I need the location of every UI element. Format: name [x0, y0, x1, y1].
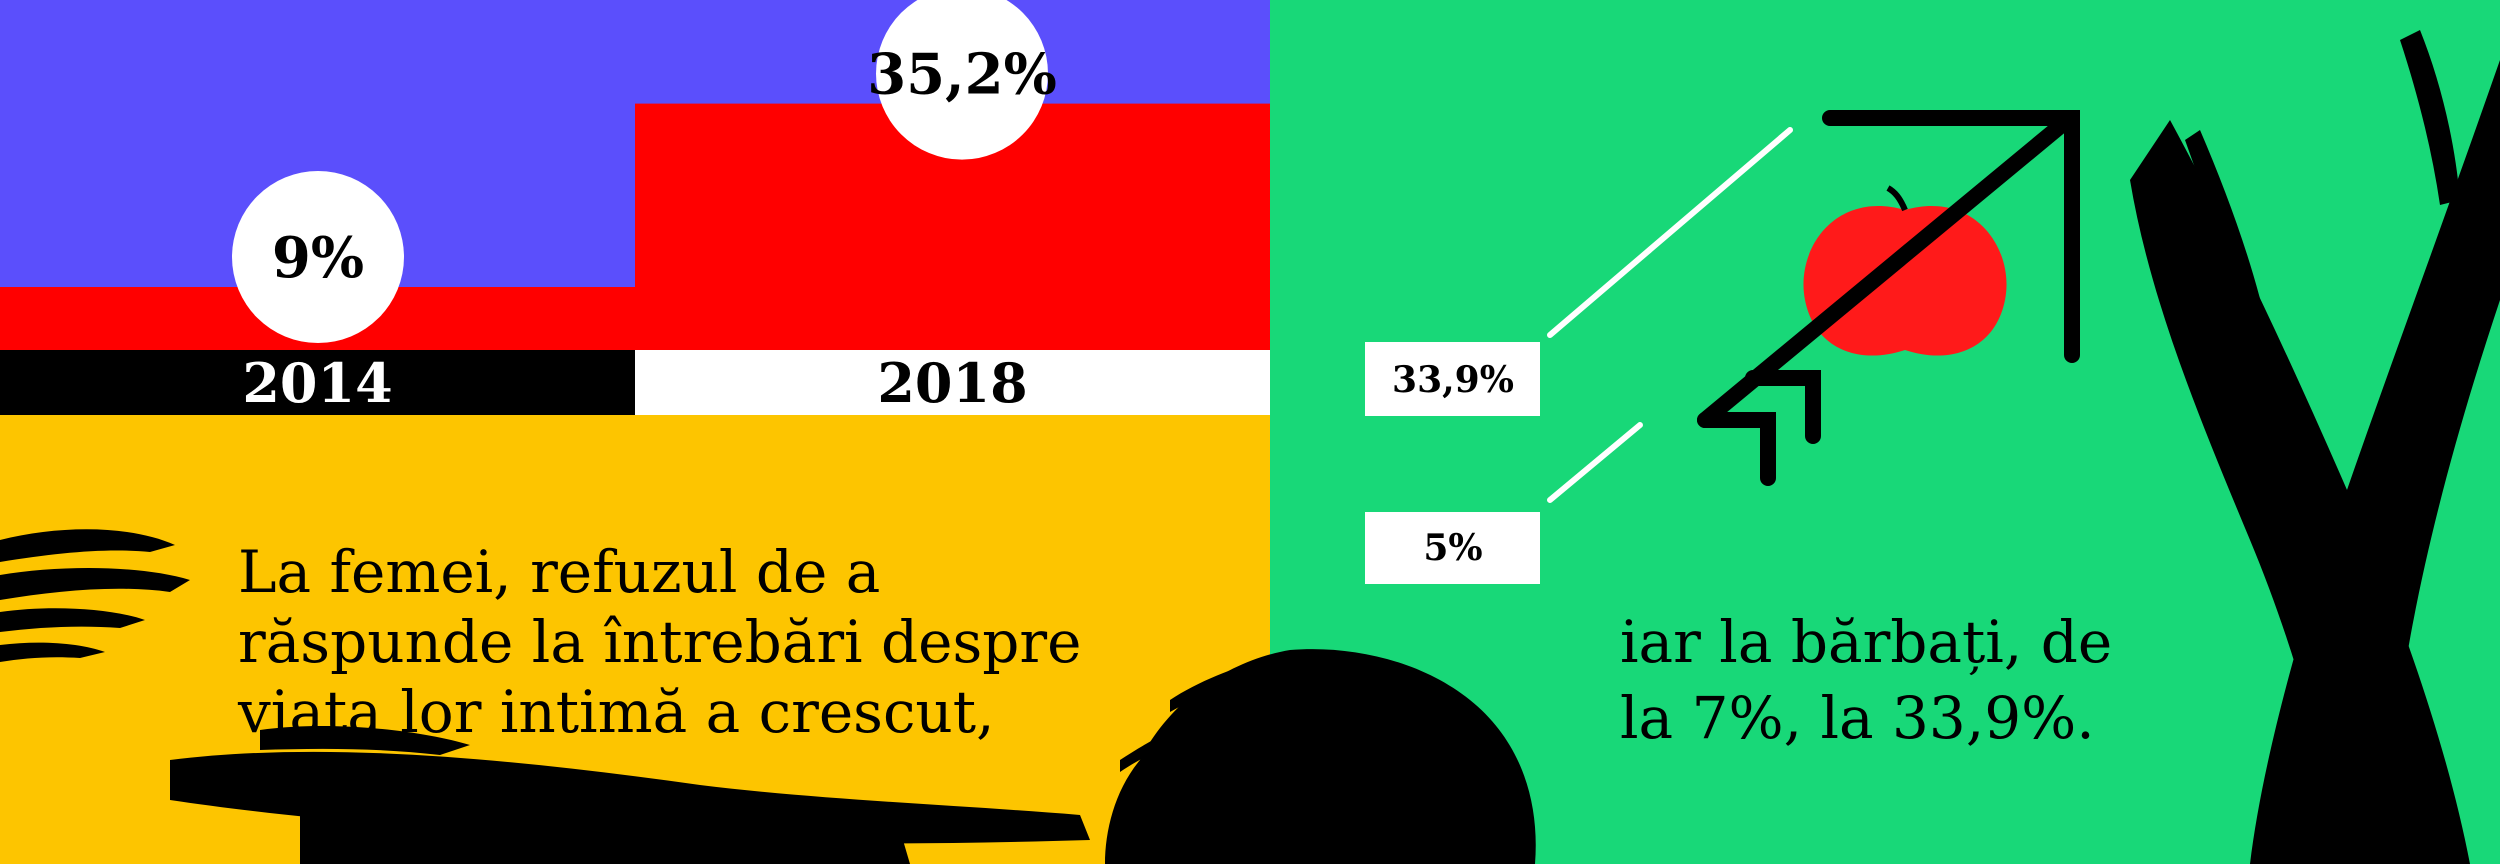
women-caption-line-2: răspunde la întrebări despre	[238, 608, 1081, 676]
men-value-high: 33,9%	[1365, 342, 1540, 416]
leader-line-low	[1547, 422, 1643, 503]
category-label-2018: 2018	[877, 351, 1027, 415]
leader-line-high	[1547, 127, 1793, 338]
category-box-2014	[0, 350, 635, 415]
women-caption-line-1: La femei, refuzul de a	[238, 538, 880, 606]
category-box-2018	[635, 350, 1270, 415]
men-value-high-box	[1365, 342, 1540, 416]
category-label-2014: 2014	[242, 351, 392, 415]
men-caption-line-2: la 7%, la 33,9%.	[1620, 684, 2095, 752]
men-value-low-label: 5%	[1423, 527, 1482, 569]
heart-pierced-by-arrow-icon	[1697, 110, 2080, 486]
data-label-badge-2018	[876, 0, 1048, 160]
brush-stroke-x-icon	[2130, 30, 2500, 864]
men-caption-line-1: iar la bărbați, de	[1620, 608, 2112, 676]
data-label-2014: 9%	[272, 225, 364, 291]
data-label-2018: 35,2%	[867, 42, 1057, 108]
data-label-badge-2014	[232, 171, 404, 343]
men-value-low-box	[1365, 512, 1540, 584]
category-axis: 2014 2018	[0, 350, 1270, 415]
brush-strokes-decoration	[0, 529, 1536, 864]
women-caption: La femei, refuzul de a răspunde la între…	[237, 538, 1081, 746]
data-labels: 9% 35,2%	[232, 0, 1057, 343]
women-caption-line-3: viața lor intimă a crescut,	[237, 678, 995, 746]
men-caption: iar la bărbați, de la 7%, la 33,9%.	[1620, 608, 2112, 752]
men-value-low: 5%	[1365, 512, 1540, 584]
men-value-high-label: 33,9%	[1392, 359, 1514, 401]
